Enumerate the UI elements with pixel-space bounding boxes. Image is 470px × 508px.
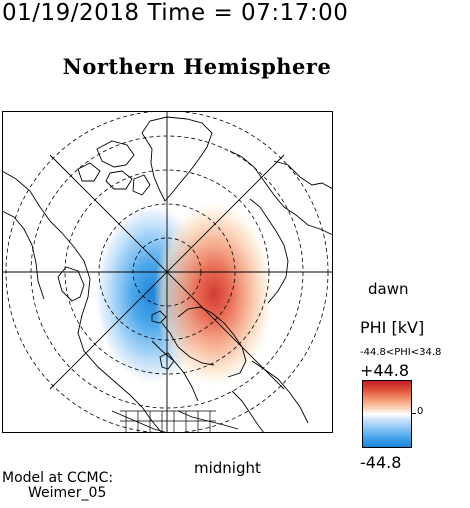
edge-grid	[120, 410, 216, 433]
legend-max-label: +44.8	[360, 361, 410, 380]
polar-map	[2, 111, 333, 433]
legend-range: -44.8<PHI<34.8	[360, 347, 442, 358]
meridian-lines	[2, 111, 333, 433]
colorbar-zero-tick	[412, 413, 416, 414]
hemisphere-title: Northern Hemisphere	[62, 54, 332, 79]
colorbar	[362, 380, 412, 448]
legend-min-label: -44.8	[360, 453, 402, 472]
midnight-label: midnight	[194, 459, 261, 477]
timestamp-title: 01/19/2018 Time = 07:17:00	[2, 0, 349, 26]
model-credit-line1: Model at CCMC:	[2, 470, 114, 486]
dawn-label: dawn	[368, 280, 409, 298]
colorbar-zero-label: 0	[417, 406, 424, 417]
legend-title: PHI [kV]	[360, 318, 425, 337]
positive-potential-cell	[154, 201, 274, 387]
model-credit-line2: Weimer_05	[28, 485, 107, 501]
